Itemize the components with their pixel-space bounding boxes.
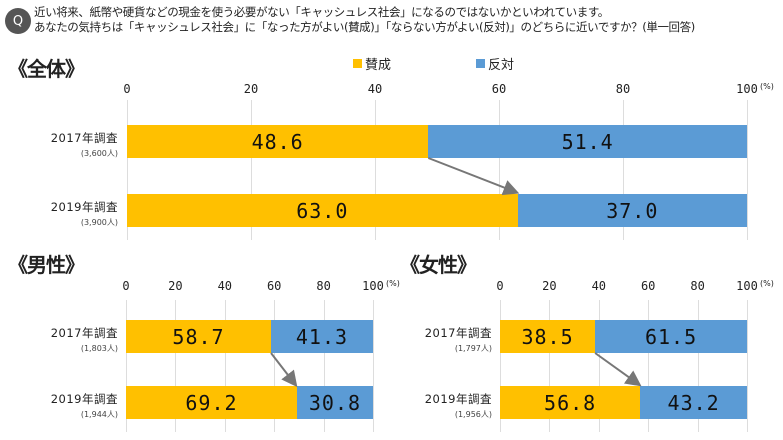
bar-disagree: 51.4: [428, 125, 747, 158]
x-tick-label: 0: [496, 279, 504, 293]
gridline: [499, 100, 500, 240]
bar-agree: 69.2: [126, 386, 297, 419]
question-text: 近い将来、紙幣や硬貨などの現金を使う必要がない「キャッシュレス社会」になるのでは…: [34, 5, 695, 35]
gridline: [598, 300, 600, 432]
change-arrow: [270, 352, 298, 388]
row-label: 2019年調査: [50, 392, 118, 406]
x-tick-label: 80: [615, 82, 631, 96]
chart-title: 《全体》: [8, 57, 85, 81]
x-tick-label: 80: [316, 279, 331, 293]
bar-agree: 63.0: [127, 194, 518, 227]
gridline: [274, 300, 276, 432]
bar-disagree: 61.5: [595, 320, 747, 353]
unit-label: (%): [386, 279, 400, 288]
x-tick-label: 40: [367, 82, 383, 96]
chart-title: 《女性》: [400, 253, 477, 277]
legend-swatch-agree: [353, 59, 362, 68]
unit-label: (%): [760, 279, 774, 288]
x-tick-label: 100: [736, 82, 758, 96]
chart-title: 《男性》: [8, 253, 85, 277]
bar-disagree: 43.2: [640, 386, 747, 419]
gridline: [251, 100, 252, 240]
row-label: 2019年調査: [50, 200, 118, 214]
x-tick-label: 20: [168, 279, 183, 293]
x-tick-label: 20: [243, 82, 259, 96]
gridline: [224, 300, 226, 432]
legend-label: 賛成: [365, 58, 392, 73]
bar-agree: 38.5: [500, 320, 596, 353]
bar-agree: 56.8: [500, 386, 641, 419]
row-label: 2019年調査: [424, 392, 492, 406]
x-tick-label: 60: [640, 279, 656, 293]
x-tick-label: 60: [491, 82, 507, 96]
gridline: [549, 300, 551, 432]
x-tick-label: 40: [217, 279, 233, 293]
row-label: 2017年調査: [424, 326, 492, 340]
change-arrow: [594, 352, 642, 387]
legend-swatch-disagree: [476, 59, 485, 68]
legend-disagree: 反対: [476, 54, 514, 73]
x-tick-label: 80: [690, 279, 705, 293]
row-sample-size: (1,956人): [454, 410, 492, 419]
gridline: [375, 100, 376, 240]
gridline: [175, 300, 177, 432]
x-tick-label: 40: [591, 279, 607, 293]
question-badge: Q: [5, 8, 31, 34]
row-sample-size: (1,944人): [80, 410, 118, 419]
gridline: [500, 300, 501, 432]
gridline: [623, 100, 624, 240]
legend-label: 反対: [488, 58, 515, 73]
x-tick-label: 100: [362, 279, 384, 293]
x-tick-label: 20: [542, 279, 557, 293]
question-line-1: 近い将来、紙幣や硬貨などの現金を使う必要がない「キャッシュレス社会」になるのでは…: [34, 5, 609, 19]
x-tick-label: 60: [266, 279, 282, 293]
bar-disagree: 37.0: [517, 194, 747, 227]
unit-label: (%): [760, 82, 774, 91]
x-tick-label: 0: [122, 279, 130, 293]
gridline: [373, 300, 374, 432]
gridline: [747, 100, 748, 240]
change-arrow: [427, 157, 520, 196]
row-sample-size: (3,600人): [80, 149, 118, 158]
gridline: [747, 300, 748, 432]
row-sample-size: (1,797人): [454, 344, 492, 353]
row-sample-size: (1,803人): [80, 344, 118, 353]
x-tick-label: 0: [123, 82, 131, 96]
question-line-2: あなたの気持ちは「キャッシュレス社会」に「なった方がよい(賛成)」「ならない方が…: [34, 20, 695, 34]
gridline: [697, 300, 699, 432]
bar-agree: 58.7: [126, 320, 271, 353]
x-tick-label: 100: [736, 279, 758, 293]
row-label: 2017年調査: [50, 326, 118, 340]
row-sample-size: (3,900人): [80, 218, 118, 227]
gridline: [126, 300, 127, 432]
gridline: [648, 300, 650, 432]
legend-agree: 賛成: [353, 54, 391, 73]
row-label: 2017年調査: [50, 131, 118, 145]
bar-disagree: 41.3: [270, 320, 373, 353]
gridline: [323, 300, 325, 432]
bar-disagree: 30.8: [296, 386, 373, 419]
bar-agree: 48.6: [127, 125, 429, 158]
gridline: [127, 100, 128, 240]
